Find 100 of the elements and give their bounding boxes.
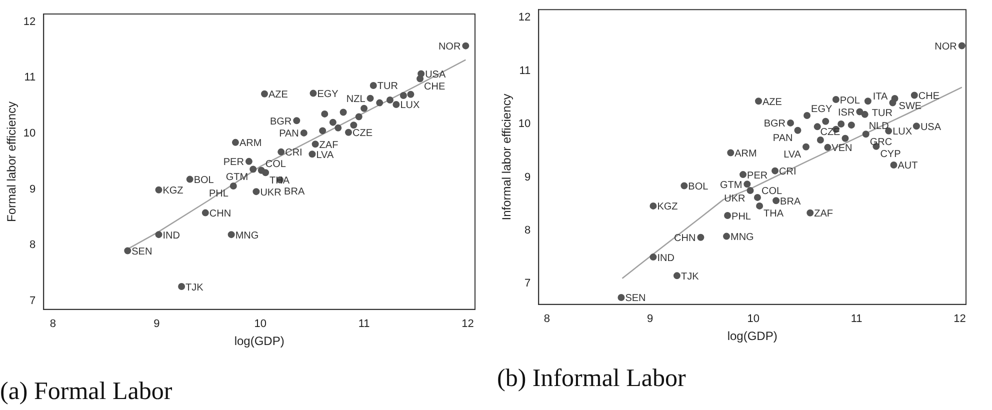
data-label: GRC (870, 136, 892, 148)
y-tick-label: 11 (24, 72, 36, 84)
point (697, 234, 704, 241)
point (802, 143, 810, 150)
data-label: CHE (918, 91, 940, 102)
x-axis-title: log(GDP) (727, 329, 778, 344)
y-tick-label: 11 (519, 64, 531, 77)
point (155, 186, 162, 194)
data-label: SEN (132, 246, 152, 258)
data-label: MNG (235, 230, 259, 242)
point (293, 117, 300, 124)
point (856, 108, 864, 116)
data-label: EGY (811, 104, 832, 116)
data-label: CRI (779, 166, 796, 178)
data-label: TUR (377, 81, 398, 92)
point (392, 100, 400, 108)
data-label: USA (920, 122, 942, 133)
point (816, 136, 824, 144)
data-label: SEN (625, 293, 646, 304)
data-label: ARM (239, 138, 262, 150)
data-label: ARM (734, 148, 757, 160)
point (814, 123, 821, 130)
data-label: COL (761, 186, 782, 198)
point (462, 42, 470, 50)
point (355, 113, 362, 120)
y-tick-label: 12 (23, 16, 36, 28)
data-label: ITA (872, 91, 888, 102)
y-tick-label: 9 (524, 171, 531, 184)
text: (b) Informal Labor (497, 365, 686, 393)
point (889, 99, 896, 106)
point (319, 127, 326, 134)
data-label: NLD (868, 121, 889, 132)
point (724, 212, 732, 220)
x-tick-label: 10 (747, 313, 760, 326)
point (673, 272, 680, 280)
point (360, 104, 368, 112)
point (822, 118, 830, 125)
data-label: CHN (674, 233, 696, 244)
point (890, 161, 898, 168)
x-tick-label: 8 (544, 313, 550, 326)
point (416, 75, 424, 82)
data-label: NOR (438, 42, 461, 53)
point (842, 134, 849, 142)
data-label: CRI (285, 148, 302, 159)
data-label: LVA (316, 150, 334, 161)
data-label: AUT (898, 160, 918, 172)
data-label: GTM (226, 172, 248, 183)
point (202, 209, 209, 216)
point (232, 138, 239, 146)
data-label: IND (162, 230, 180, 242)
x-tick-label: 9 (154, 318, 160, 330)
x-tick-label: 8 (50, 318, 56, 330)
point (787, 119, 794, 126)
point (329, 118, 336, 126)
data-label: NOR (934, 42, 957, 53)
data-label: CHN (209, 208, 232, 220)
y-tick-label: 7 (30, 295, 36, 308)
y-axis-title: Informal labor efficiency (500, 94, 514, 220)
point (824, 144, 832, 151)
point (252, 188, 260, 196)
point (376, 99, 384, 106)
point (848, 122, 855, 129)
data-label: BGR (764, 118, 786, 130)
point (344, 128, 352, 136)
data-label: BOL (194, 175, 214, 186)
x-tick-label: 9 (647, 313, 654, 326)
data-label: VEN (832, 143, 852, 154)
data-label: CHE (424, 82, 446, 93)
point (754, 194, 761, 201)
point (746, 187, 754, 194)
data-label: AZE (268, 90, 288, 101)
x-tick-label: 12 (954, 313, 966, 326)
data-label: CZE (352, 128, 373, 140)
data-label: LUX (400, 100, 420, 112)
data-label: THA (764, 208, 784, 220)
data-label: PAN (279, 128, 299, 140)
point (250, 166, 257, 173)
point (806, 209, 814, 216)
point (727, 149, 734, 156)
point (723, 232, 730, 240)
point (400, 92, 407, 100)
point (794, 126, 802, 134)
point (245, 158, 252, 165)
text: (a) Formal Labor (0, 378, 172, 406)
point (350, 122, 358, 129)
data-label: GTM (720, 180, 742, 191)
data-label: PAN (772, 133, 793, 144)
point (910, 92, 918, 99)
point (340, 108, 347, 116)
point (618, 294, 625, 301)
y-tick-label: 10 (518, 118, 531, 130)
data-label: COL (265, 159, 286, 170)
data-label: BOL (688, 181, 709, 192)
point (310, 90, 317, 97)
point (262, 169, 270, 176)
point (838, 120, 845, 128)
data-label: UKR (260, 187, 282, 198)
y-tick-label: 7 (524, 278, 531, 290)
point (300, 129, 308, 136)
y-tick-label: 8 (524, 224, 531, 236)
